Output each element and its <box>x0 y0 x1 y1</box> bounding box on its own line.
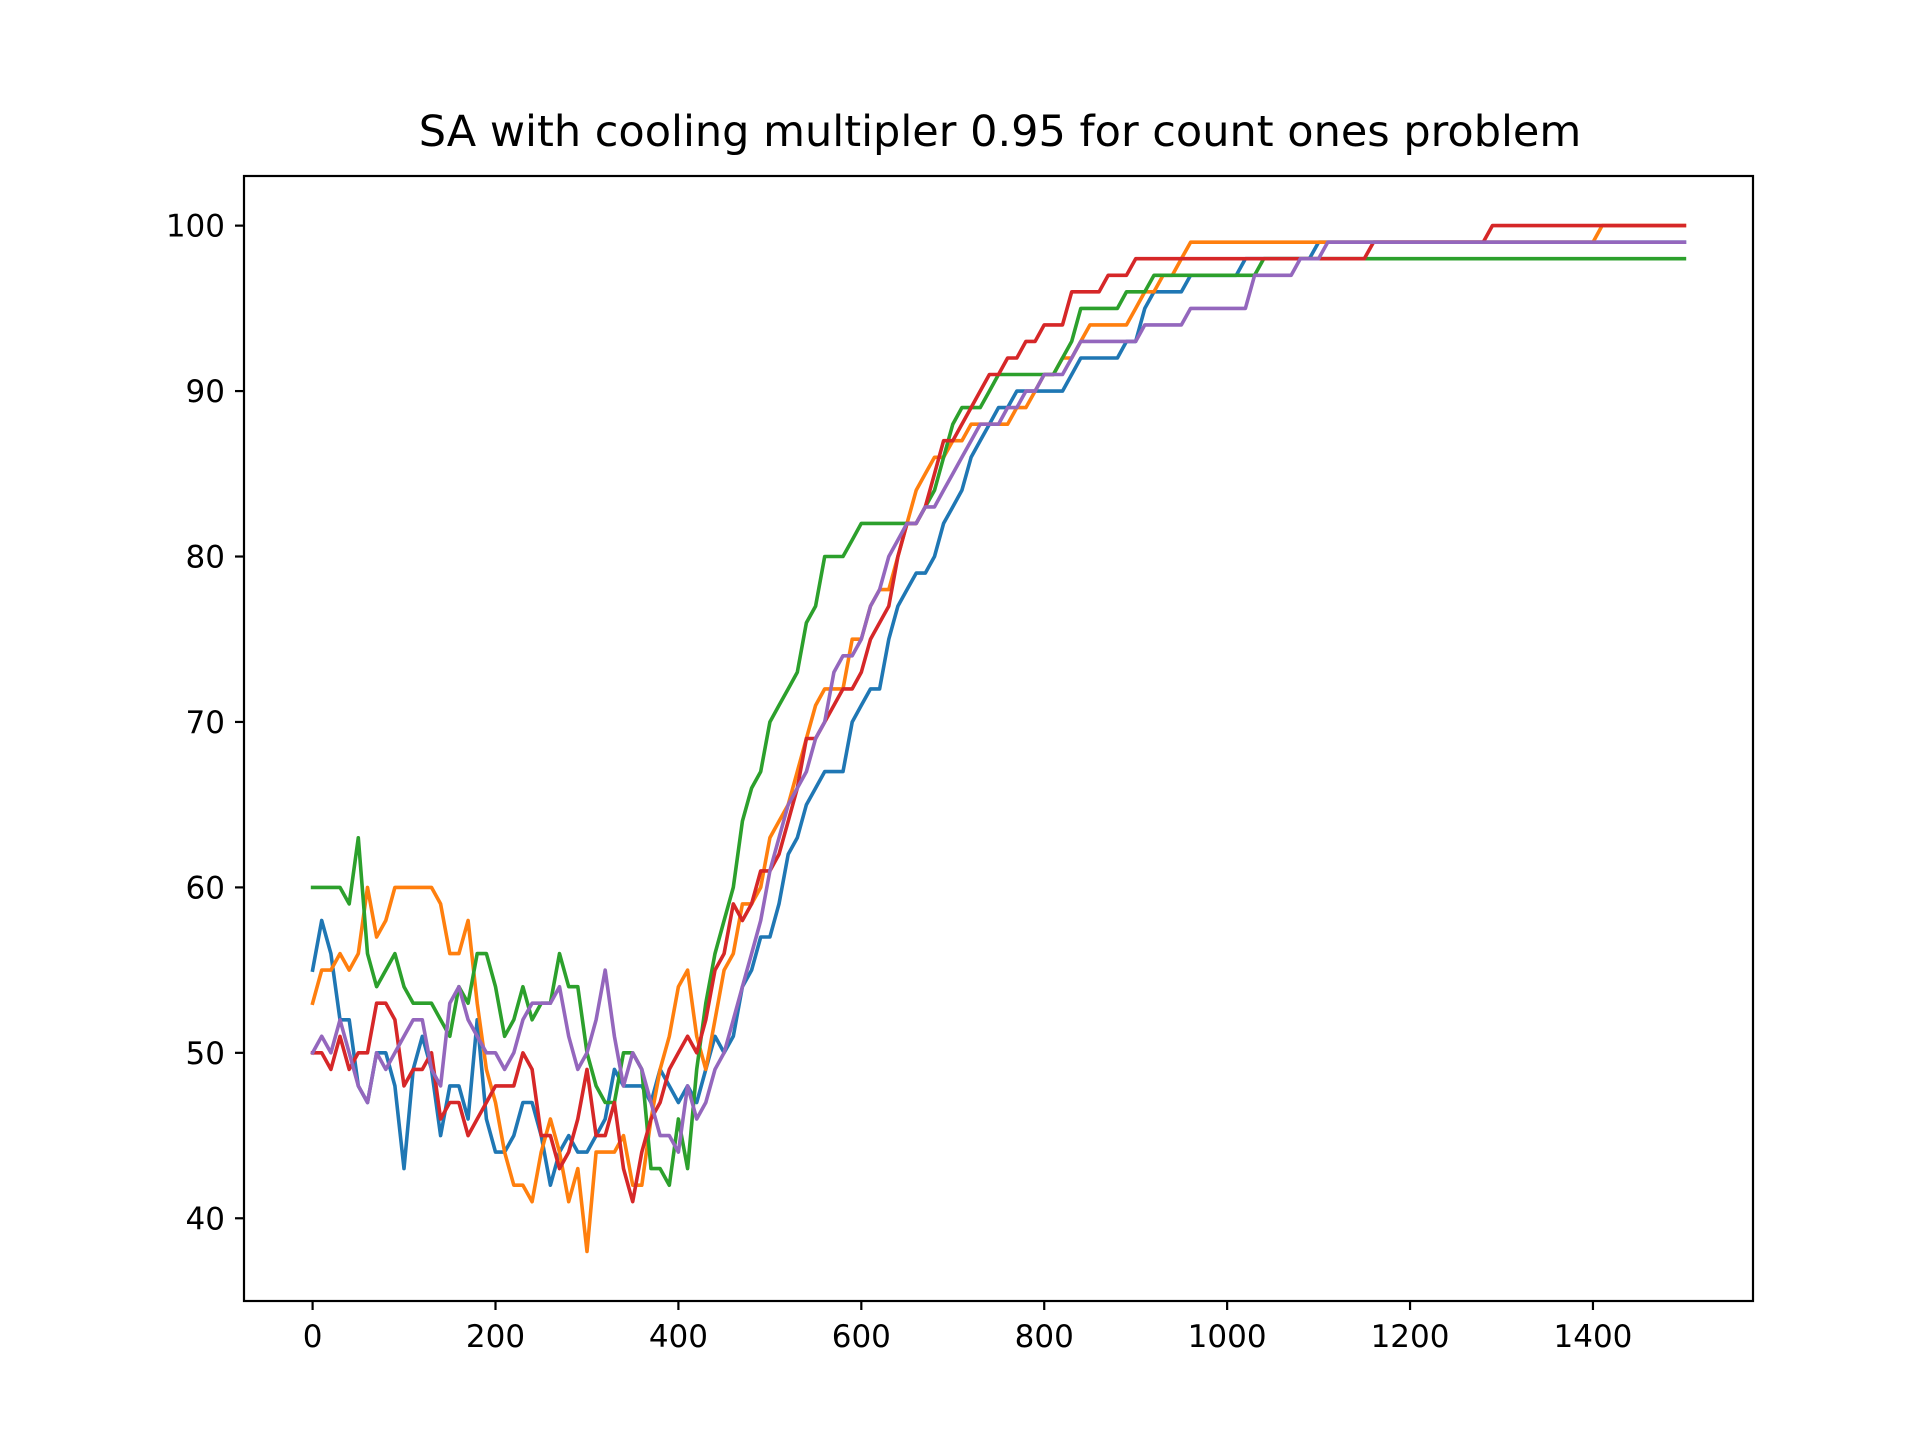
series-layer <box>310 223 1687 1254</box>
x-tick-label: 1000 <box>1188 1319 1267 1355</box>
series-line-2 <box>310 223 1687 1254</box>
y-tick-label: 40 <box>186 1201 225 1237</box>
series-line-1 <box>310 240 1687 1187</box>
x-tick-label: 1200 <box>1371 1319 1450 1355</box>
y-tick-label: 70 <box>186 705 225 741</box>
x-tick-label: 800 <box>1015 1319 1074 1355</box>
series-line-4 <box>310 223 1687 1204</box>
series-line-3 <box>310 256 1687 1187</box>
x-tick-label: 0 <box>303 1319 323 1355</box>
x-tick-label: 400 <box>649 1319 708 1355</box>
x-tick-label: 1400 <box>1554 1319 1633 1355</box>
y-tick-label: 90 <box>186 374 225 410</box>
plot-area-frame <box>242 174 1755 1303</box>
y-tick-label: 80 <box>186 540 225 576</box>
x-tick-label: 600 <box>832 1319 891 1355</box>
axis-ticks: 0 200 400 600 800 1000 1200 1400 40 50 60 70 80 90 100 <box>166 209 1633 1355</box>
chart-title: SA with cooling multipler 0.95 for count… <box>419 107 1582 157</box>
y-tick-label: 60 <box>186 870 225 906</box>
x-tick-label: 200 <box>466 1319 525 1355</box>
y-tick-label: 100 <box>166 209 225 245</box>
y-tick-label: 50 <box>186 1036 225 1072</box>
series-line-5 <box>310 240 1687 1154</box>
